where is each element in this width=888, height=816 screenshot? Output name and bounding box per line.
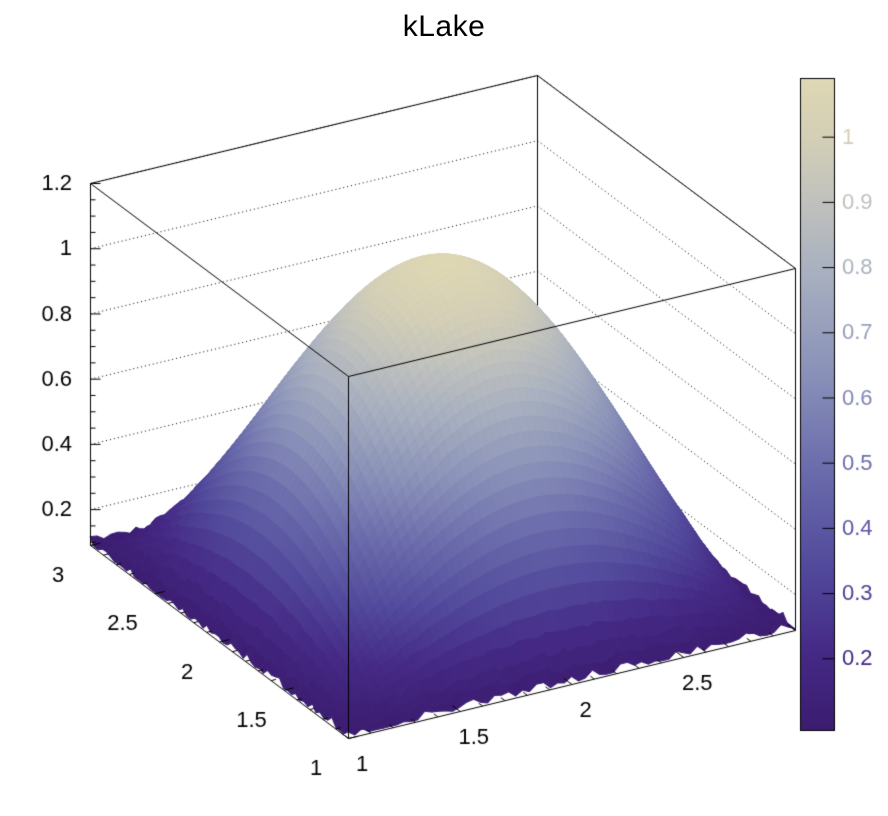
chart-title: kLake <box>402 10 486 43</box>
